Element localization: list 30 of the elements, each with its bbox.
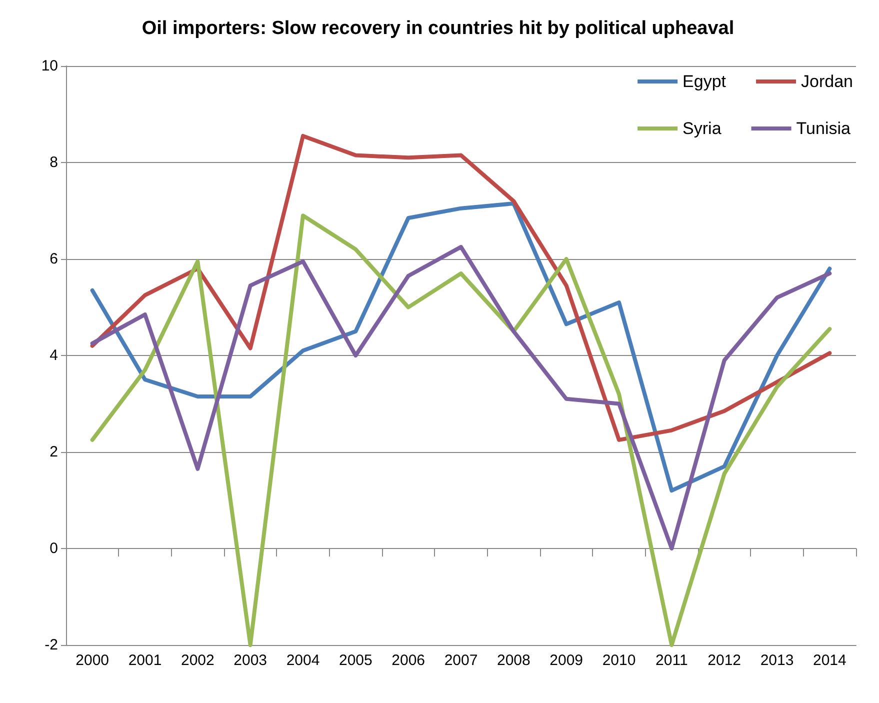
y-tick-label: -2 bbox=[44, 636, 58, 654]
x-tick-label: 2012 bbox=[708, 652, 742, 669]
x-tick-label: 2010 bbox=[602, 652, 636, 669]
y-tick-label: 10 bbox=[41, 58, 58, 74]
x-tick-label: 2002 bbox=[180, 652, 214, 669]
x-tick-label: 2004 bbox=[286, 652, 320, 669]
y-tick-label: 2 bbox=[50, 444, 58, 460]
y-tick-label: 0 bbox=[50, 540, 58, 557]
x-tick-label: 2005 bbox=[338, 652, 372, 669]
legend-label: Jordan bbox=[801, 72, 854, 91]
x-tick-label: 2011 bbox=[656, 652, 688, 669]
chart-title: Oil importers: Slow recovery in countries hit by political upheaval bbox=[142, 18, 734, 39]
x-tick-label: 2009 bbox=[550, 652, 584, 669]
x-tick-label: 2006 bbox=[392, 652, 426, 669]
line-series bbox=[90, 214, 832, 647]
legend-label: Egypt bbox=[682, 72, 726, 91]
y-tick-label: 6 bbox=[50, 250, 58, 268]
x-tick-label: 2007 bbox=[444, 652, 478, 669]
x-tick-label: 2013 bbox=[760, 652, 794, 669]
y-tick-label: 4 bbox=[50, 347, 58, 364]
legend-label: Tunisia bbox=[796, 119, 851, 138]
x-tick-label: 2003 bbox=[234, 652, 268, 669]
x-tick-label: 2008 bbox=[496, 652, 530, 669]
y-tick-label: 8 bbox=[50, 154, 58, 171]
legend-label: Syria bbox=[682, 119, 722, 138]
x-tick-label: 2000 bbox=[76, 652, 110, 669]
line-series bbox=[90, 244, 832, 550]
x-tick-label: 2001 bbox=[128, 652, 162, 669]
line-series bbox=[90, 202, 832, 493]
x-tick-label: 2014 bbox=[812, 652, 846, 669]
